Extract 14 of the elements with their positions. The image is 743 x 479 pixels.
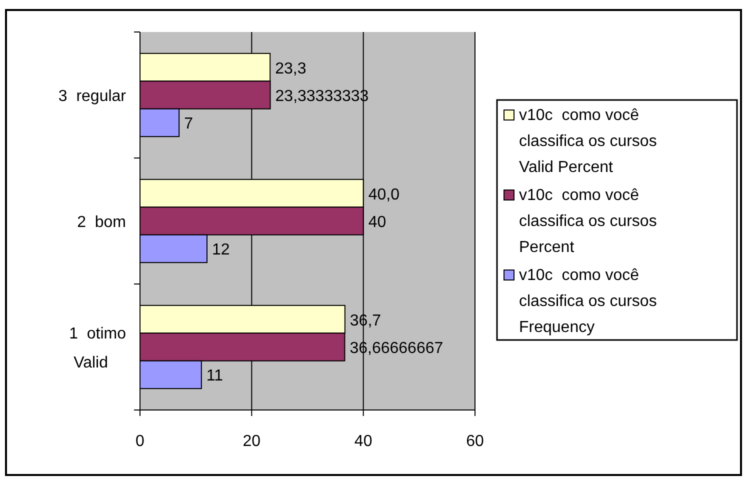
x-tick-label: 60 (466, 433, 484, 450)
x-tick-label: 0 (136, 433, 145, 450)
data-label: 7 (184, 116, 194, 133)
y-tick-label: 3 regular (58, 88, 127, 105)
y-tick-label: 1 otimo Valid (69, 326, 126, 372)
data-label: 11 (206, 368, 224, 385)
data-label: 40 (368, 214, 386, 231)
data-label: 12 (212, 242, 230, 259)
x-tick-label: 20 (242, 433, 261, 450)
data-label: 23,3 (275, 60, 306, 78)
data-label: 40,0 (368, 186, 400, 204)
y-tick-label: 2 bom (77, 214, 126, 231)
x-tick-label: 40 (354, 433, 372, 450)
legend-label: v10c como você classifica os cursos Frequency (519, 267, 657, 336)
